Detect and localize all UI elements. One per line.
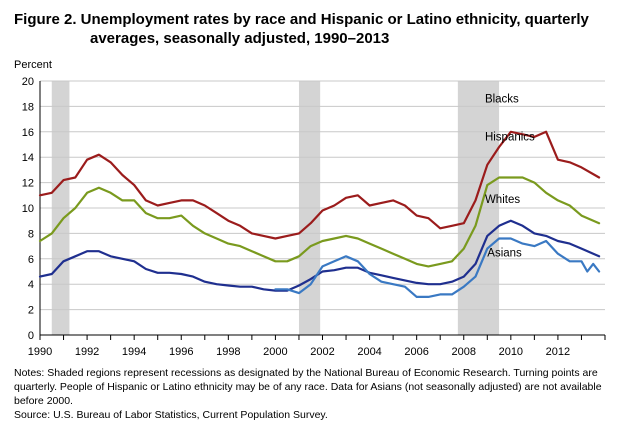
chart-title-line1: Figure 2. Unemployment rates by race and… xyxy=(14,11,589,28)
y-tick-label-4: 4 xyxy=(28,279,34,291)
y-tick-label-6: 6 xyxy=(28,254,34,266)
line-chart: 0 2 4 6 8 10 12 14 16 18 20 Percent 1990 1992 1994 1996… xyxy=(14,59,606,358)
x-tick-label-2010: 2010 xyxy=(499,346,523,358)
chart-title-line2: averages, seasonally adjusted, 1990–2013 xyxy=(90,30,390,47)
x-tick-label-2012: 2012 xyxy=(546,346,570,358)
series-line-hispanics xyxy=(38,176,601,268)
series-label-blacks: Blacks xyxy=(485,94,519,106)
series-label-whites: Whites xyxy=(485,194,520,206)
x-tick-label-1992: 1992 xyxy=(75,346,99,358)
y-tick-label-0: 0 xyxy=(28,330,34,342)
y-tick-label-20: 20 xyxy=(22,76,34,88)
y-tick-label-12: 12 xyxy=(22,178,34,190)
y-tick-label-14: 14 xyxy=(22,152,34,164)
x-tick-label-1996: 1996 xyxy=(169,346,193,358)
y-tick-label-18: 18 xyxy=(22,101,34,113)
notes-text: Notes: Shaded regions represent recessio… xyxy=(14,367,602,407)
x-tick-label-2006: 2006 xyxy=(404,346,428,358)
series-label-hispanics: Hispanics xyxy=(485,132,535,144)
y-tick-label-8: 8 xyxy=(28,228,34,240)
x-tick-label-2002: 2002 xyxy=(310,346,334,358)
y-tick-label-10: 10 xyxy=(22,203,34,215)
x-tick-label-2000: 2000 xyxy=(263,346,287,358)
chart-notes: Notes: Shaded regions represent recessio… xyxy=(14,366,619,422)
x-tick-label-1998: 1998 xyxy=(216,346,240,358)
x-tick-label-2008: 2008 xyxy=(452,346,476,358)
series-label-asians: Asians xyxy=(487,247,522,259)
x-tick-label-1990: 1990 xyxy=(28,346,52,358)
source-text: Source: U.S. Bureau of Labor Statistics,… xyxy=(14,409,328,421)
y-axis-label: Percent xyxy=(14,59,52,71)
chart-title: Figure 2. Unemployment rates by race and… xyxy=(14,10,614,48)
y-tick-label-16: 16 xyxy=(22,127,34,139)
y-tick-label-2: 2 xyxy=(28,305,34,317)
x-tick-label-2004: 2004 xyxy=(357,346,381,358)
x-tick-label-1994: 1994 xyxy=(122,346,146,358)
series-line-asians xyxy=(274,237,601,298)
series-line-blacks xyxy=(38,130,601,240)
